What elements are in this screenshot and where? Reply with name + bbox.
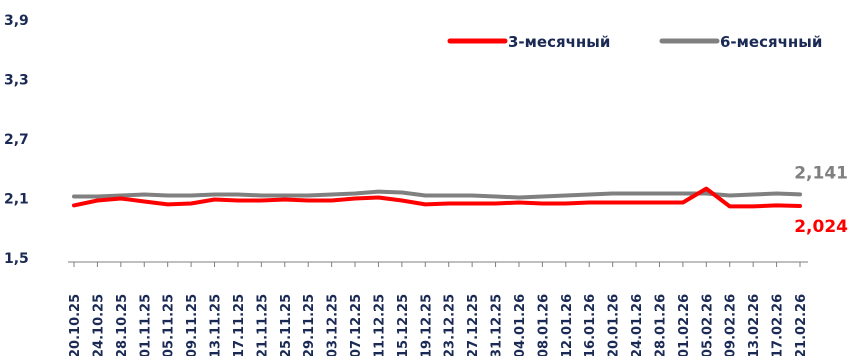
x-tick-label: 09.02.26	[724, 294, 739, 356]
y-tick-label: 2,7	[4, 132, 29, 148]
x-tick-label: 05.02.26	[700, 294, 715, 356]
x-tick-label: 16.01.26	[583, 294, 598, 356]
x-tick-label: 27.12.25	[466, 294, 481, 356]
x-tick-label: 28.10.25	[115, 294, 130, 356]
end-value-label: 2,141	[794, 163, 848, 183]
x-tick-label: 01.02.26	[677, 294, 692, 356]
series-line-6m	[72, 189, 802, 200]
x-tick-label: 04.01.26	[513, 294, 528, 356]
x-tick-label: 31.12.25	[490, 294, 505, 356]
x-tick-label: 24.10.25	[91, 294, 106, 356]
legend-label: 3-месячный	[508, 33, 610, 51]
x-tick-label: 17.11.25	[232, 294, 247, 356]
x-tick-label: 05.11.25	[162, 294, 177, 356]
x-tick-label: 03.12.25	[326, 294, 341, 356]
x-tick-label: 21.02.26	[794, 294, 809, 356]
x-tick-label: 12.01.26	[560, 294, 575, 356]
x-tick-label: 11.12.25	[372, 294, 387, 356]
x-tick-label: 23.12.25	[443, 294, 458, 356]
x-tick-label: 21.11.25	[255, 294, 270, 356]
x-tick-label: 13.02.26	[747, 294, 762, 356]
x-tick-label: 07.12.25	[349, 294, 364, 356]
y-tick-label: 1,5	[4, 251, 29, 267]
x-tick-label: 13.11.25	[209, 294, 224, 356]
x-tick-label: 20.10.25	[68, 294, 83, 356]
x-tick-label: 20.01.26	[607, 294, 622, 356]
end-value-label: 2,024	[794, 217, 848, 237]
x-tick-label: 24.01.26	[630, 294, 645, 356]
x-tick-label: 19.12.25	[419, 294, 434, 356]
x-tick-label: 01.11.25	[138, 294, 153, 356]
y-tick-label: 3,3	[4, 73, 29, 89]
x-tick-label: 25.11.25	[279, 294, 294, 356]
x-tick-label: 17.02.26	[771, 294, 786, 356]
x-tick-label: 09.11.25	[185, 294, 200, 356]
legend-label: 6-месячный	[720, 33, 822, 51]
x-tick-label: 15.12.25	[396, 294, 411, 356]
x-tick-label: 08.01.26	[536, 294, 551, 356]
x-tick-label: 29.11.25	[302, 294, 317, 356]
y-tick-label: 2,1	[4, 192, 29, 208]
series-line-3m	[72, 186, 802, 209]
y-tick-label: 3,9	[4, 13, 29, 29]
x-tick-label: 28.01.26	[653, 294, 668, 356]
